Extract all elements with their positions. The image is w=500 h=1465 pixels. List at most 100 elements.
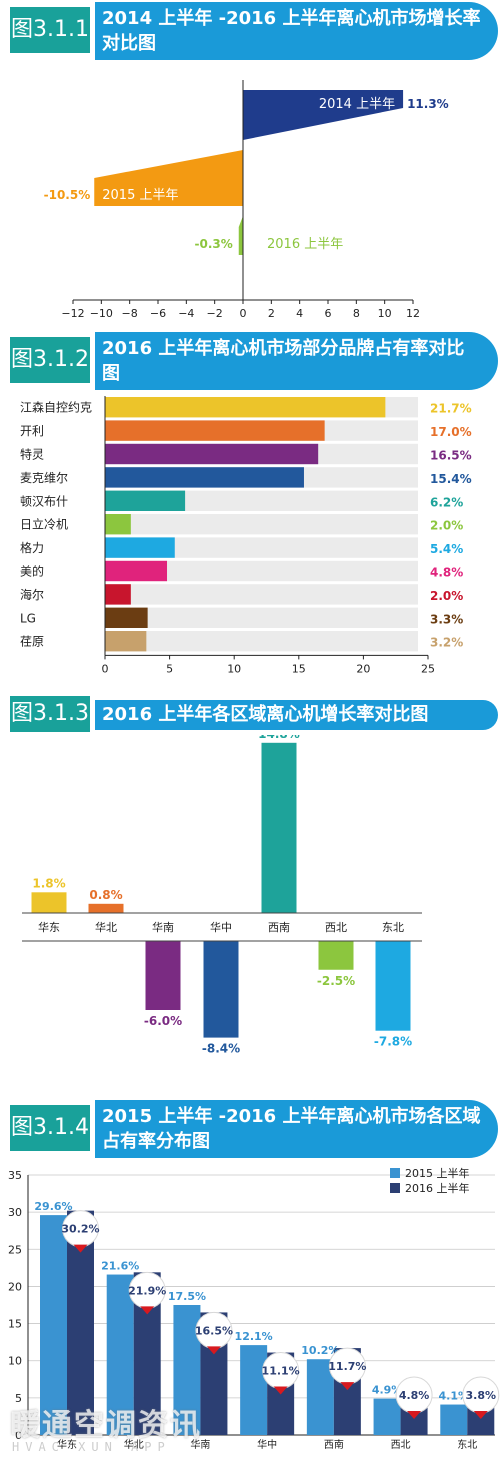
bar-value-label: 6.2% xyxy=(430,495,463,509)
bar-2015-1 xyxy=(40,1215,67,1435)
bar-category-label: 特灵 xyxy=(20,447,44,462)
bar-category-label: 麦克维尔 xyxy=(20,470,68,485)
y-tick-label: 35 xyxy=(8,1169,22,1182)
x-category-label: 西南 xyxy=(268,921,290,934)
bar-1 xyxy=(31,892,67,913)
bar-2 xyxy=(94,150,243,206)
bar-value-label: 3.2% xyxy=(430,636,463,650)
bar-6 xyxy=(105,514,131,535)
bar-value-label: 21.7% xyxy=(430,402,472,416)
series-2016-value-label: 4.8% xyxy=(399,1389,430,1402)
y-tick-label: 10 xyxy=(8,1355,22,1368)
bar-value-label: -7.8% xyxy=(374,1035,412,1049)
bar-value-label: -0.3% xyxy=(194,237,232,251)
y-tick-label: 5 xyxy=(15,1392,22,1405)
figure-3-title-bar xyxy=(95,700,498,730)
bar-track xyxy=(105,514,418,535)
y-tick-label: 30 xyxy=(8,1206,22,1219)
bar-value-label: 0.8% xyxy=(89,888,122,902)
bar-4 xyxy=(105,467,304,488)
bar-1 xyxy=(243,90,404,140)
legend-swatch xyxy=(390,1183,400,1193)
bar-value-label: 2.0% xyxy=(430,589,463,603)
series-2016-value-label: 16.5% xyxy=(195,1324,233,1337)
bar-value-label: 4.8% xyxy=(430,566,463,580)
y-tick-label: 20 xyxy=(8,1280,22,1293)
x-category-label: 华北 xyxy=(95,920,117,934)
bar-value-label: 16.5% xyxy=(430,449,472,463)
x-category-label: 西南 xyxy=(324,1438,344,1451)
bar-value-label: -10.5% xyxy=(44,188,91,202)
x-category-label: 华中 xyxy=(257,1438,277,1451)
series-2015-value-label: 12.1% xyxy=(235,1330,273,1343)
figure-4-tag: 图3.1.4 xyxy=(10,1105,90,1151)
figure-1-title-bar xyxy=(95,2,498,60)
series-2015-value-label: 21.6% xyxy=(101,1260,139,1273)
x-tick-label: 5 xyxy=(166,662,173,675)
x-tick-label: 6 xyxy=(325,307,332,320)
x-category-label: 华东 xyxy=(38,920,60,934)
series-2015-value-label: 10.2% xyxy=(301,1344,339,1357)
x-tick-label: 20 xyxy=(356,662,370,675)
x-tick-label: 8 xyxy=(353,307,360,320)
watermark: 暖通空调资讯 xyxy=(10,1408,202,1443)
series-2015-value-label: 4.9% xyxy=(372,1384,403,1397)
bar-category-label: 2015 上半年 xyxy=(102,188,178,203)
figure-4-header: 图3.1.4 2015 上半年 -2016 上半年离心机市场各区域占有率分布图 xyxy=(10,1100,498,1158)
bar-3 xyxy=(105,443,319,465)
series-2015-value-label: 29.6% xyxy=(34,1200,72,1213)
bar-6 xyxy=(318,941,354,970)
bar-value-label: 5.4% xyxy=(430,542,463,556)
bubble-pointer xyxy=(340,1382,355,1391)
bar-category-label: 2016 上半年 xyxy=(267,237,343,252)
bar-value-label: 1.8% xyxy=(32,876,65,890)
x-tick-label: 15 xyxy=(292,662,306,675)
bubble-pointer xyxy=(473,1411,488,1419)
chart-4: 0 5 10 15 20 25 30 35 29.6% 30.2% 华东 21.6% 21.9% 华北 17… xyxy=(8,1166,500,1451)
bar-category-label: 日立冷机 xyxy=(20,517,68,532)
chart-3: 1.8% 华东 0.8% 华北 -6.0% 华南 -8.4% 华中 14.8% 西南 -2.5% 西北… xyxy=(22,735,422,1056)
bar-9 xyxy=(105,584,131,605)
bar-5 xyxy=(261,742,297,913)
x-category-label: 华东 xyxy=(57,1438,77,1451)
figure-3-title: 2016 上半年各区域离心机增长率对比图 xyxy=(102,704,429,725)
x-tick-label: 25 xyxy=(421,662,435,675)
bar-3 xyxy=(238,216,243,255)
bubble-pointer xyxy=(273,1386,288,1395)
bar-10 xyxy=(105,607,148,628)
legend-label: 2015 上半年 xyxy=(405,1166,470,1180)
legend-swatch xyxy=(390,1168,400,1178)
x-tick-label: −10 xyxy=(90,307,113,320)
x-tick-label: 10 xyxy=(227,662,241,675)
bar-category-label: 美的 xyxy=(20,564,44,579)
figure-1-tag: 图3.1.1 xyxy=(10,7,90,53)
bar-value-label: -8.4% xyxy=(202,1042,240,1056)
figure-2-title: 2016 上半年离心机市场部分品牌占有率对比图 xyxy=(102,338,465,384)
figure-1-title: 2014 上半年 -2016 上半年离心机市场增长率对比图 xyxy=(102,8,481,54)
bar-category-label: 格力 xyxy=(20,540,44,555)
bar-value-label: -2.5% xyxy=(317,974,355,988)
bar-category-label: 江森自控约克 xyxy=(20,400,92,415)
bar-5 xyxy=(105,490,186,511)
x-tick-label: 12 xyxy=(406,307,420,320)
bar-category-label: 开利 xyxy=(20,424,44,438)
x-tick-label: −6 xyxy=(150,307,166,320)
figure-4-title: 2015 上半年 -2016 上半年离心机市场各区域占有率分布图 xyxy=(102,1106,481,1152)
bar-category-label: LG xyxy=(20,611,36,625)
bar-7 xyxy=(375,941,411,1031)
bar-1 xyxy=(105,397,386,418)
bubble-pointer xyxy=(206,1346,221,1355)
x-category-label: 华南 xyxy=(190,1438,210,1451)
figure-2-title-bar xyxy=(95,332,498,390)
x-tick-label: 0 xyxy=(240,307,247,320)
bar-11 xyxy=(105,631,147,652)
x-tick-label: −12 xyxy=(61,307,84,320)
bar-value-label: -6.0% xyxy=(144,1014,182,1028)
bar-4 xyxy=(203,941,239,1038)
bubble-pointer xyxy=(407,1411,422,1419)
bar-value-label: 11.3% xyxy=(407,97,449,111)
bar-2015-4 xyxy=(240,1345,268,1435)
chart-2: 江森自控约克 21.7% 开利 17.0% 特灵 16.5% 麦克维尔 15.4% 顿汉布什 6.… xyxy=(20,396,472,675)
bar-category-label: 海尔 xyxy=(20,587,44,602)
x-tick-label: 2 xyxy=(268,307,275,320)
